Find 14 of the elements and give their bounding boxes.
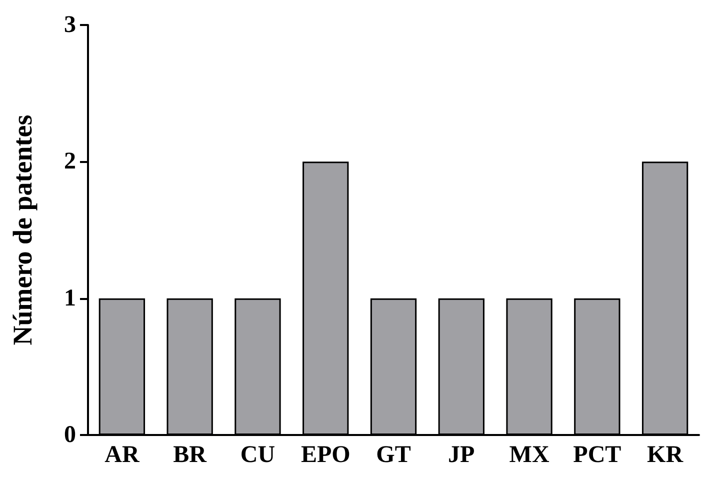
x-tick-label: KR <box>647 442 684 468</box>
y-tick-label: 1 <box>64 285 76 312</box>
y-tick-label: 0 <box>64 422 76 448</box>
x-tick-label: MX <box>509 442 550 468</box>
x-tick-label: EPO <box>300 442 350 468</box>
x-tick-label: PCT <box>573 442 622 468</box>
x-tick-label: BR <box>173 442 208 468</box>
x-tick-label: CU <box>240 442 276 468</box>
x-tick-label: GT <box>376 442 411 468</box>
x-tick-label: AR <box>104 442 140 468</box>
x-tick-label: JP <box>448 442 475 468</box>
y-axis-title: Número de patentes <box>8 114 38 346</box>
y-tick-label: 2 <box>64 148 76 175</box>
y-tick-label: 3 <box>64 12 76 38</box>
